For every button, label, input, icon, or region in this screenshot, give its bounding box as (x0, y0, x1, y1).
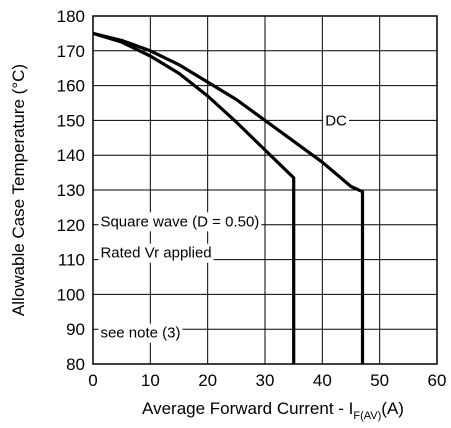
y-tick-label: 100 (57, 285, 85, 304)
annotation-background (323, 111, 350, 131)
annotation-label: DC (325, 112, 347, 129)
x-axis-label-subscript: F(AV) (353, 410, 381, 422)
series-line-dc (92, 31, 365, 364)
y-tick-label: 110 (58, 251, 85, 270)
y-axis-label: Allowable Case Temperature (°C) (9, 64, 28, 316)
x-axis-label-unit: (A) (381, 399, 404, 418)
annotation-backgrounds (98, 111, 350, 343)
y-tick-label: 80 (66, 355, 85, 374)
annotation-label: see note (3) (100, 325, 180, 342)
grid (92, 15, 438, 365)
x-tick-label: 50 (370, 371, 389, 390)
y-tick-label: 150 (57, 111, 85, 130)
y-tick-label: 120 (57, 216, 85, 235)
series (92, 31, 365, 364)
y-tick-label: 180 (57, 7, 85, 26)
y-tick-label: 130 (57, 181, 85, 200)
x-axis-label: Average Forward Current - IF(AV)(A) (142, 399, 404, 422)
annotation-background (98, 323, 183, 343)
annotation-label: Rated Vr applied (100, 245, 211, 262)
x-tick-label: 60 (428, 371, 447, 390)
annotation-label: Square wave (D = 0.50) (100, 213, 259, 230)
y-tick-labels: 80 90 100 110 120 130 140 150 160 170 180 (57, 7, 85, 374)
annotation-background (98, 212, 262, 232)
series-line-square-wave (92, 31, 296, 364)
x-tick-label: 10 (141, 371, 160, 390)
x-tick-label: 40 (313, 371, 332, 390)
y-tick-label: 160 (57, 77, 85, 96)
x-tick-label: 30 (256, 371, 275, 390)
x-tick-label: 20 (198, 371, 217, 390)
y-tick-label: 170 (57, 42, 85, 61)
annotation-background (98, 243, 214, 263)
x-tick-labels: 0 10 20 30 40 50 60 (88, 371, 446, 390)
y-tick-label: 140 (57, 146, 85, 165)
y-tick-label: 90 (66, 320, 85, 339)
annotations: DC Square wave (D = 0.50) Rated Vr applied… (100, 112, 347, 341)
x-tick-label: 0 (88, 371, 97, 390)
x-axis-label-main: Average Forward Current - I (142, 399, 353, 418)
plot-frame (92, 15, 438, 365)
